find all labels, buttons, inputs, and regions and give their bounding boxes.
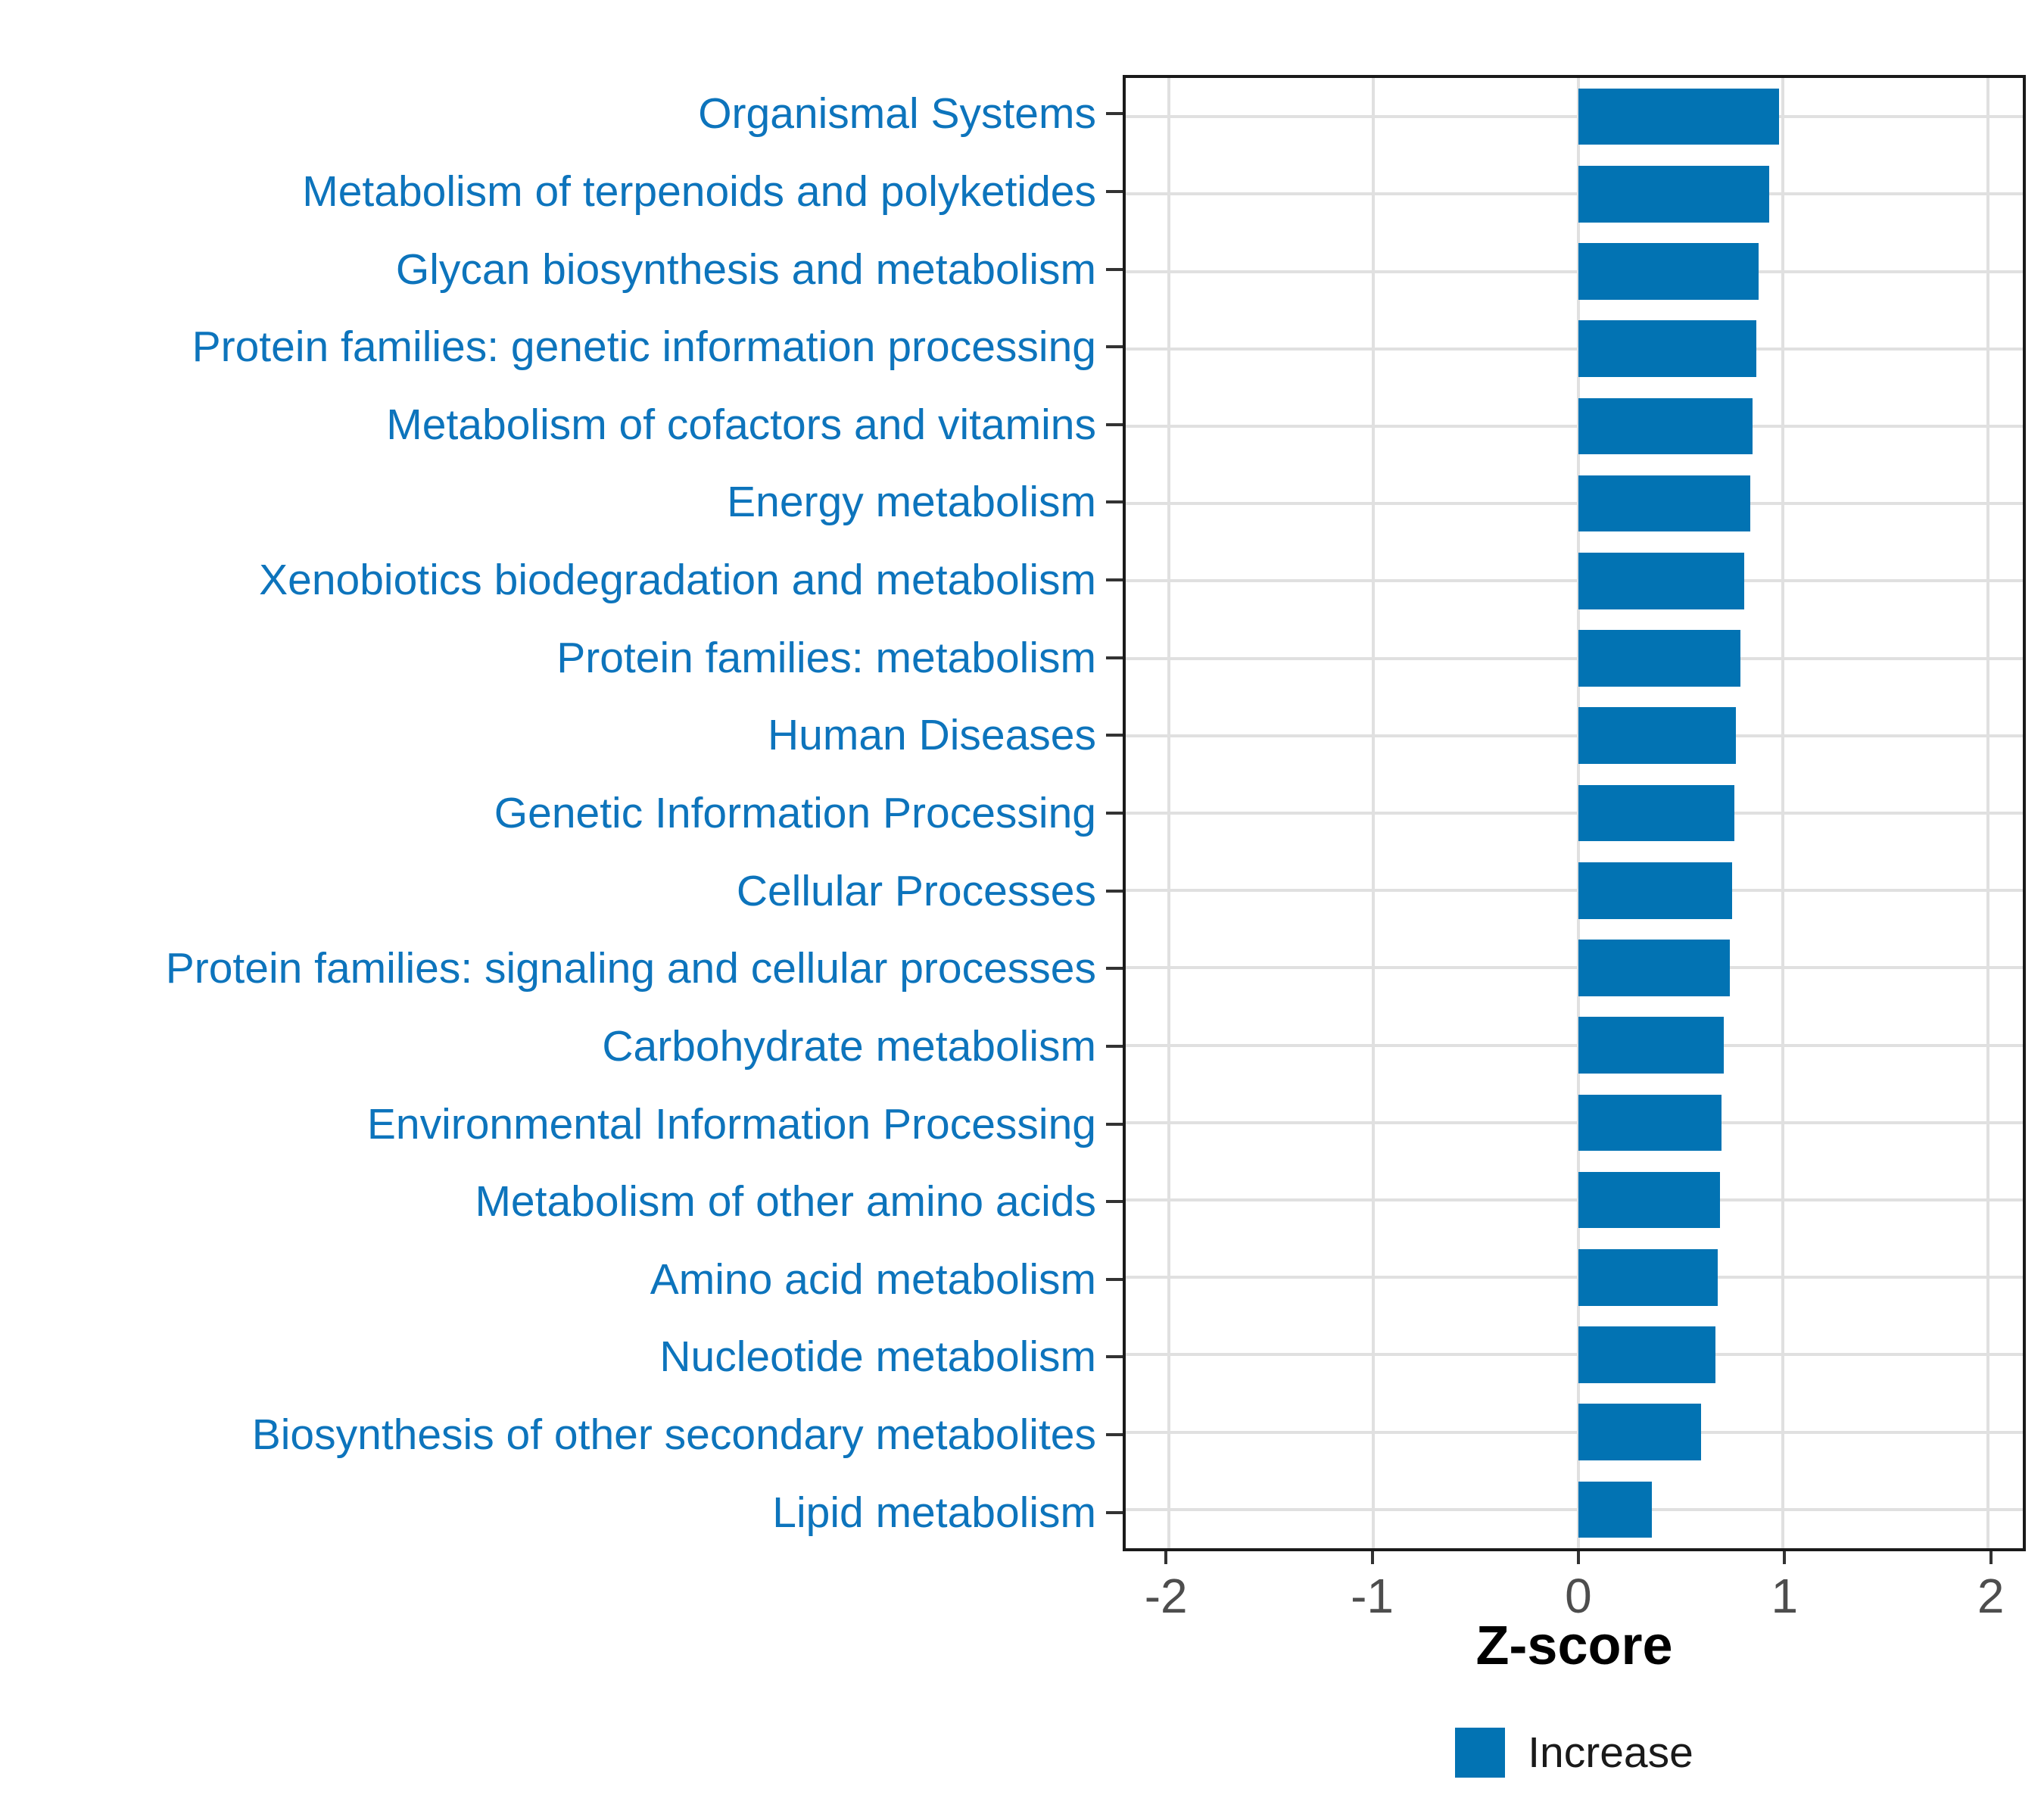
y-tick xyxy=(1106,734,1123,737)
x-tick-label: -1 xyxy=(1351,1569,1394,1623)
category-label: Protein families: genetic information pr… xyxy=(192,323,1096,372)
category-label: Lipid metabolism xyxy=(772,1488,1096,1537)
category-gridline xyxy=(1126,1120,2023,1124)
y-tick xyxy=(1106,189,1123,193)
bar xyxy=(1578,320,1757,378)
category-label: Biosynthesis of other secondary metaboli… xyxy=(251,1410,1096,1460)
bar xyxy=(1578,88,1780,145)
category-label: Nucleotide metabolism xyxy=(659,1332,1096,1382)
x-tick-label: -2 xyxy=(1144,1569,1188,1623)
category-label: Metabolism of terpenoids and polyketides xyxy=(302,167,1096,216)
x-tick-label: 1 xyxy=(1771,1569,1799,1623)
category-label: Protein families: signaling and cellular… xyxy=(165,944,1096,993)
bar xyxy=(1578,1248,1718,1306)
category-gridline xyxy=(1126,1276,2023,1279)
y-tick xyxy=(1106,1510,1123,1514)
category-label: Metabolism of other amino acids xyxy=(475,1177,1096,1226)
x-axis-title: Z-score xyxy=(1475,1616,1673,1676)
category-gridline xyxy=(1126,656,2023,660)
bar xyxy=(1578,1094,1722,1152)
category-gridline xyxy=(1126,1430,2023,1434)
category-gridline xyxy=(1126,966,2023,970)
bar xyxy=(1578,397,1753,455)
y-tick xyxy=(1106,1355,1123,1359)
category-gridline xyxy=(1126,270,2023,273)
x-tick-label: 2 xyxy=(1977,1569,2005,1623)
category-gridline xyxy=(1126,1198,2023,1202)
category-gridline xyxy=(1126,734,2023,737)
bar xyxy=(1578,553,1745,609)
bar xyxy=(1578,243,1759,300)
category-gridline xyxy=(1126,424,2023,428)
y-tick xyxy=(1106,112,1123,116)
category-label: Cellular Processes xyxy=(736,866,1096,915)
y-axis-labels: Organismal Systems Metabolism of terpenoi… xyxy=(0,75,1096,1551)
x-tick-label: 0 xyxy=(1565,1569,1592,1623)
category-gridline xyxy=(1126,347,2023,351)
category-gridline xyxy=(1126,812,2023,815)
bar xyxy=(1578,1404,1702,1460)
bar xyxy=(1578,862,1732,919)
category-label: Organismal Systems xyxy=(698,89,1096,139)
category-gridline xyxy=(1126,889,2023,893)
y-tick xyxy=(1106,345,1123,349)
y-tick xyxy=(1106,1277,1123,1281)
bar xyxy=(1578,1326,1716,1383)
x-tick xyxy=(1783,1551,1787,1564)
y-tick xyxy=(1106,500,1123,504)
category-gridline xyxy=(1126,192,2023,196)
bar xyxy=(1578,940,1731,996)
bar xyxy=(1578,475,1751,532)
y-tick xyxy=(1106,1200,1123,1204)
y-tick xyxy=(1106,967,1123,971)
y-tick xyxy=(1106,889,1123,893)
legend-label-increase: Increase xyxy=(1528,1728,1693,1777)
category-label: Genetic Information Processing xyxy=(494,788,1096,837)
category-gridline xyxy=(1126,115,2023,119)
y-tick xyxy=(1106,1044,1123,1048)
y-tick xyxy=(1106,1433,1123,1437)
category-label: Metabolism of cofactors and vitamins xyxy=(386,400,1096,449)
category-gridline xyxy=(1126,502,2023,506)
bar xyxy=(1578,707,1737,765)
x-tick xyxy=(1989,1551,1993,1564)
legend-swatch-increase xyxy=(1455,1728,1506,1778)
bar xyxy=(1578,630,1740,687)
category-gridline xyxy=(1126,1507,2023,1511)
category-label: Human Diseases xyxy=(767,711,1096,760)
category-label: Energy metabolism xyxy=(727,478,1096,527)
x-tick xyxy=(1164,1551,1168,1564)
bar xyxy=(1578,784,1734,842)
x-tick xyxy=(1576,1551,1580,1564)
y-tick xyxy=(1106,656,1123,659)
plot-panel xyxy=(1123,75,2026,1551)
category-label: Carbohydrate metabolism xyxy=(602,1021,1096,1071)
category-label: Amino acid metabolism xyxy=(650,1254,1096,1304)
category-gridline xyxy=(1126,1043,2023,1047)
bar xyxy=(1578,1171,1720,1229)
category-gridline xyxy=(1126,579,2023,583)
y-tick xyxy=(1106,578,1123,582)
y-axis-ticks xyxy=(1106,75,1123,1551)
y-tick xyxy=(1106,812,1123,815)
category-label: Protein families: metabolism xyxy=(556,633,1096,682)
bar xyxy=(1578,1017,1724,1074)
y-tick xyxy=(1106,422,1123,426)
bar xyxy=(1578,166,1769,223)
category-label: Glycan biosynthesis and metabolism xyxy=(395,245,1096,294)
legend: Increase xyxy=(1123,1728,2026,1778)
x-axis: -2 -1 0 1 2 xyxy=(1123,1551,2026,1657)
category-gridline xyxy=(1126,1353,2023,1357)
y-tick xyxy=(1106,267,1123,271)
x-tick xyxy=(1370,1551,1374,1564)
y-tick xyxy=(1106,1122,1123,1126)
category-label: Xenobiotics biodegradation and metabolis… xyxy=(259,556,1096,605)
bar xyxy=(1578,1481,1653,1538)
category-label: Environmental Information Processing xyxy=(366,1099,1096,1148)
